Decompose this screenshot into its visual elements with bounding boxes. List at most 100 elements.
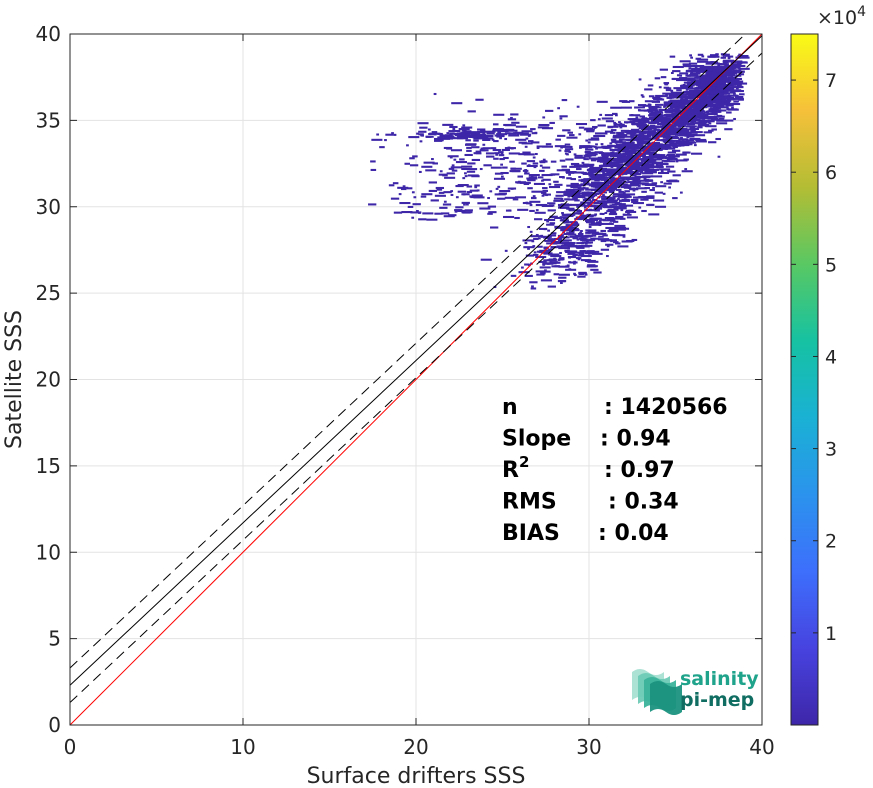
density-cell — [652, 166, 664, 169]
density-cell — [620, 196, 629, 199]
density-cell — [553, 180, 559, 183]
density-cell — [615, 143, 628, 146]
density-cell — [713, 115, 725, 118]
density-cell — [564, 241, 576, 245]
density-cell — [689, 92, 699, 95]
density-cell — [623, 156, 635, 159]
density-cell — [466, 149, 472, 152]
density-cell — [572, 196, 578, 200]
density-cell — [618, 125, 627, 128]
density-cell — [601, 153, 610, 156]
density-cell — [479, 207, 491, 210]
density-cell — [645, 159, 649, 162]
density-cell — [676, 144, 680, 147]
density-cell — [562, 217, 569, 220]
density-cell — [627, 160, 637, 163]
density-cell — [411, 191, 415, 194]
stat-label: BIAS — [502, 521, 560, 546]
density-cell — [684, 117, 694, 120]
density-cell — [641, 95, 645, 98]
density-cell — [719, 89, 726, 92]
density-cell — [454, 134, 464, 137]
density-cell — [569, 261, 578, 264]
density-cell — [715, 102, 728, 105]
density-cell — [580, 230, 583, 233]
density-cell — [484, 130, 496, 133]
density-cell — [631, 162, 643, 165]
density-cell — [458, 128, 470, 131]
density-cell — [621, 198, 630, 201]
density-cell — [713, 89, 719, 92]
density-cell — [487, 205, 497, 208]
density-cell — [650, 111, 654, 114]
density-cell — [665, 147, 668, 151]
density-cell — [672, 65, 684, 69]
density-cell — [553, 237, 562, 241]
density-cell — [563, 239, 572, 242]
density-cell — [597, 118, 601, 121]
density-cell — [574, 218, 583, 221]
density-cell — [636, 158, 648, 161]
density-cell — [554, 183, 563, 186]
density-cell — [601, 117, 613, 120]
density-cell — [609, 185, 612, 188]
density-cell — [605, 188, 617, 191]
density-cell — [663, 82, 670, 85]
density-cell — [585, 188, 597, 191]
density-cell — [730, 66, 737, 69]
density-cell — [401, 211, 413, 214]
density-cell — [547, 234, 557, 237]
density-cell — [601, 201, 608, 205]
density-cell — [656, 120, 668, 123]
density-cell — [542, 189, 549, 192]
density-cell — [438, 191, 445, 194]
density-cell — [649, 161, 658, 164]
density-cell — [647, 144, 656, 147]
density-cell — [554, 145, 566, 148]
density-cell — [475, 152, 482, 155]
colorbar-tick-label: 5 — [825, 254, 837, 276]
density-cell — [534, 218, 543, 221]
density-cell — [688, 134, 695, 137]
density-cell — [529, 230, 533, 233]
density-cell — [643, 136, 650, 139]
density-cell — [583, 163, 595, 166]
density-heatmap — [368, 53, 750, 290]
density-cell — [684, 77, 696, 80]
density-cell — [434, 139, 443, 142]
density-cell — [464, 172, 467, 175]
density-cell — [649, 112, 658, 116]
density-cell — [588, 138, 600, 141]
density-cell — [634, 147, 646, 150]
density-cell — [558, 257, 565, 260]
density-cell — [561, 226, 573, 229]
density-cell — [611, 217, 623, 220]
density-cell — [586, 265, 593, 268]
density-cell — [534, 152, 538, 156]
density-cell — [558, 276, 567, 279]
density-cell — [376, 133, 380, 136]
density-cell — [548, 183, 552, 186]
density-cell — [590, 265, 597, 268]
y-tick-label: 10 — [36, 540, 61, 564]
density-cell — [586, 250, 595, 253]
density-cell — [638, 150, 642, 154]
density-cell — [624, 190, 630, 193]
density-cell — [658, 108, 667, 112]
density-cell — [542, 262, 554, 265]
density-cell — [518, 180, 521, 183]
density-cell — [646, 169, 656, 172]
density-cell — [470, 133, 477, 136]
density-cell — [512, 198, 519, 201]
density-cell — [632, 196, 645, 199]
density-cell — [471, 158, 481, 161]
density-cell — [595, 143, 598, 146]
density-cell — [726, 111, 732, 114]
density-cell — [450, 166, 462, 169]
density-cell — [561, 99, 568, 102]
density-cell — [733, 117, 736, 121]
density-cell — [494, 134, 503, 137]
density-cell — [434, 194, 446, 197]
density-cell — [570, 178, 577, 181]
density-cell — [549, 121, 555, 124]
